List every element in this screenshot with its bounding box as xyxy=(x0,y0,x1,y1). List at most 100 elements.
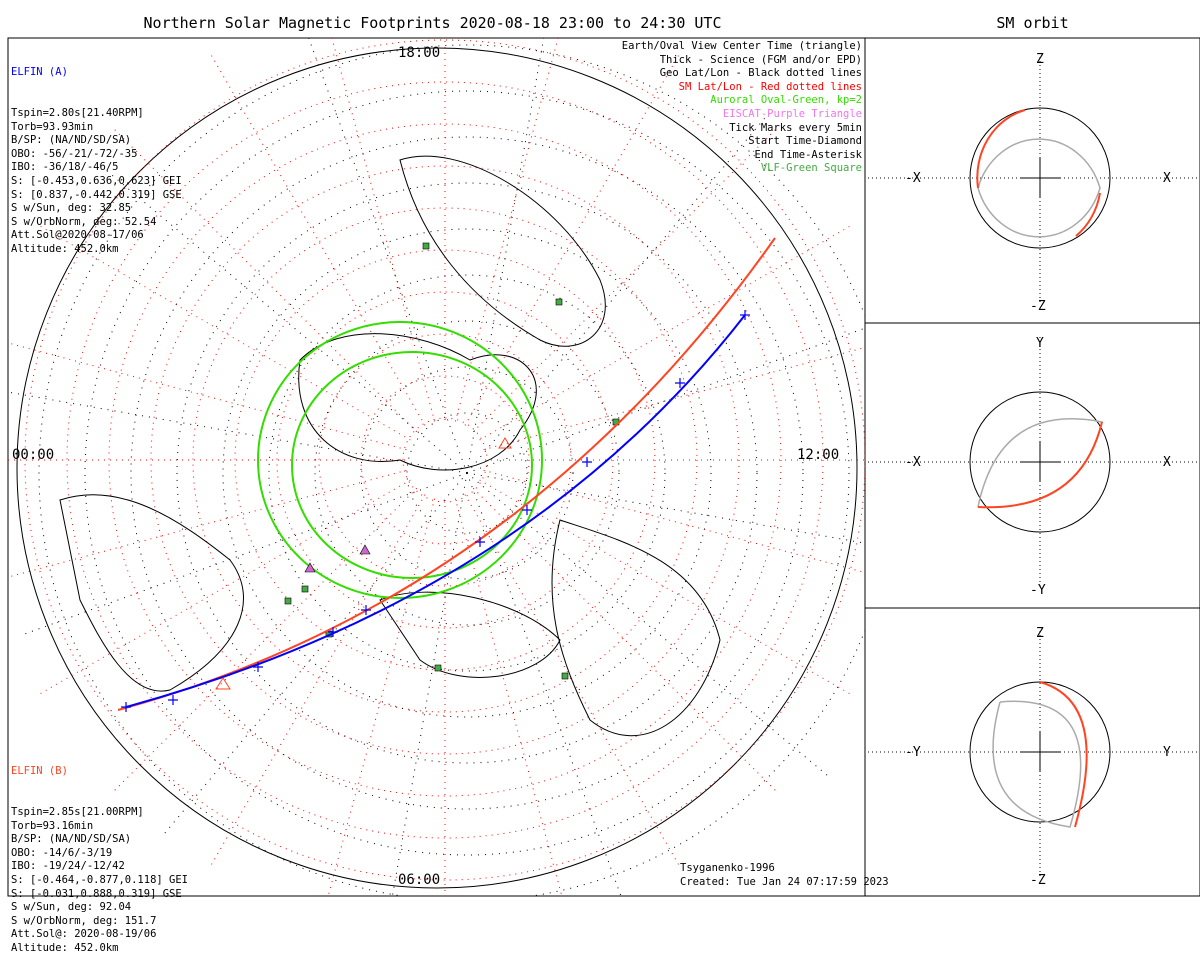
axis-label-v-pos: Y xyxy=(1036,336,1044,351)
geo-latitude-circle xyxy=(314,320,620,626)
vlf-square xyxy=(561,672,569,680)
tick-mark xyxy=(475,537,485,547)
eiscat-triangle xyxy=(304,562,316,573)
sm-longitude-line xyxy=(331,38,436,422)
legend-entry: Start Time-Diamond xyxy=(748,135,862,148)
orbit-path-b xyxy=(977,421,1103,509)
legend-entry: VLF-Green Square xyxy=(760,162,862,175)
elfin-a-line: Tspin=2.80s[21.40RPM] xyxy=(11,106,144,119)
legend-entry: Thick - Science (FGM and/or EPD) xyxy=(659,53,862,66)
sm-latitude-circle xyxy=(318,333,572,587)
geo-longitude-line xyxy=(466,472,828,776)
axis-label-v-neg: -Y xyxy=(1030,583,1046,598)
vlf-square xyxy=(434,664,442,672)
legend-entry: Auroral Oval-Green, kp=2 xyxy=(710,94,862,107)
tick-mark xyxy=(168,695,178,705)
axis-label-h-pos: X xyxy=(1163,171,1171,186)
tick-mark xyxy=(740,310,750,320)
axis-label-h-neg: -X xyxy=(905,455,921,470)
orbit-path-b xyxy=(1039,681,1088,828)
legend-entry: Geo Lat/Lon - Black dotted lines xyxy=(659,67,862,80)
geo-latitude-circle xyxy=(176,182,758,764)
elfin-b-track xyxy=(117,237,776,711)
sm-longitude-line xyxy=(483,346,865,451)
elfin-a-line: S w/OrbNorm, deg: 52.54 xyxy=(11,215,157,228)
geo-longitude-line xyxy=(466,472,622,896)
geo-latitude-circle xyxy=(360,366,574,580)
axis-label-h-pos: X xyxy=(1163,455,1171,470)
orbit-path-b xyxy=(976,109,1101,237)
sm-latitude-circle xyxy=(276,291,614,629)
label-18: 18:00 xyxy=(398,45,440,61)
tick-mark xyxy=(361,605,371,615)
vlf-square xyxy=(422,242,430,250)
view-center-triangle xyxy=(498,437,512,449)
earth-circle xyxy=(969,107,1111,249)
label-12: 12:00 xyxy=(797,447,839,463)
axis-label-h-pos: Y xyxy=(1163,745,1171,760)
legend-entry: End Time-Asterisk xyxy=(754,148,862,161)
geo-longitude-line xyxy=(25,472,468,635)
vlf-square xyxy=(301,585,309,593)
legend-entry: EISCAT-Purple Triangle xyxy=(722,107,862,120)
legend-entry: Earth/Oval View Center Time (triangle) xyxy=(621,40,862,52)
elfin-a-line: B/SP: (NA/ND/SD/SA) xyxy=(11,134,132,147)
elfin-b-line: Tspin=2.85s[21.00RPM] xyxy=(11,805,144,818)
elfin-b-line: Altitude: 452.0km xyxy=(11,941,119,954)
vlf-square xyxy=(555,298,563,306)
geo-longitude-line xyxy=(466,472,865,544)
elfin-b-line: OBO: -14/6/-3/19 xyxy=(11,846,113,859)
elfin-a-line: S: [0.837,-0.442,0.319] GSE xyxy=(11,188,182,201)
model-label: Tsyganenko-1996 xyxy=(680,862,775,874)
sm-latitude-circle xyxy=(150,165,740,755)
created-label: Created: Tue Jan 24 07:17:59 2023 xyxy=(680,876,889,888)
sm-longitude-line xyxy=(479,479,853,696)
auroral-oval-outer xyxy=(257,321,543,599)
sm-longitude-line xyxy=(8,342,407,451)
elfin-a-line: IBO: -36/18/-46/5 xyxy=(11,161,119,174)
elfin-a-track xyxy=(125,314,746,708)
elfin-a-name: ELFIN (A) xyxy=(11,66,68,79)
axis-label-h-neg: -Y xyxy=(905,745,921,760)
geo-latitude-circle xyxy=(268,274,666,672)
elfin-a-line: Torb=93.93min xyxy=(11,120,94,133)
elfin-a-info: ELFIN (A) Tspin=2.80s[21.40RPM] Torb=93.9… xyxy=(11,39,182,270)
geo-longitude-line xyxy=(391,472,468,896)
elfin-b-line: S w/Sun, deg: 92.04 xyxy=(11,901,132,914)
footprint-map: -X X Z -Z -X X Y -Y -Y Y Z -Z 18:00 00:00 12:00 06:… xyxy=(7,37,1200,897)
legend: Earth/Oval View Center Time (triangle) Th… xyxy=(622,40,862,176)
geo-latitude-circle xyxy=(222,228,712,718)
geo-latitude-circle xyxy=(38,44,865,896)
elfin-a-line: S w/Sun, deg: 32.85 xyxy=(11,202,132,215)
legend-entry: Tick Marks every 5min xyxy=(729,121,862,134)
tick-mark xyxy=(121,702,131,712)
geo-latitude-circle xyxy=(130,136,804,810)
elfin-b-line: Att.Sol@: 2020-08-19/06 xyxy=(11,928,157,941)
axis-label-v-pos: Z xyxy=(1036,626,1044,641)
orbit-path xyxy=(992,700,1082,828)
orbit-frame xyxy=(864,37,1200,897)
eiscat-triangle xyxy=(359,544,371,555)
sm-latitude-circle xyxy=(234,249,656,671)
sm-longitude-line xyxy=(209,52,426,426)
elfin-b-line: IBO: -19/24/-12/42 xyxy=(11,860,125,873)
vlf-square xyxy=(284,597,292,605)
elfin-a-line: OBO: -56/-21/-72/-35 xyxy=(11,147,138,160)
axis-label-v-neg: -Z xyxy=(1030,873,1046,888)
view-center-triangle xyxy=(215,677,231,690)
axis-label-v-neg: -Z xyxy=(1030,299,1046,314)
sm-latitude-circle xyxy=(360,375,530,545)
sm-longitude-line xyxy=(483,469,865,574)
elfin-b-line: Torb=93.16min xyxy=(11,819,94,832)
map-outer-circle xyxy=(16,47,858,889)
axis-label-h-neg: -X xyxy=(905,171,921,186)
tick-mark xyxy=(582,457,592,467)
sm-latitude-circle xyxy=(192,207,698,713)
axis-label-v-pos: Z xyxy=(1036,52,1044,67)
sm-latitude-circle xyxy=(108,123,782,797)
elfin-a-line: Altitude: 452.0km xyxy=(11,242,119,255)
geo-latitude-circle xyxy=(84,90,850,856)
elfin-b-line: S w/OrbNorm, deg: 151.7 xyxy=(11,914,157,927)
tick-mark xyxy=(328,627,338,637)
sm-longitude-line xyxy=(37,479,411,696)
